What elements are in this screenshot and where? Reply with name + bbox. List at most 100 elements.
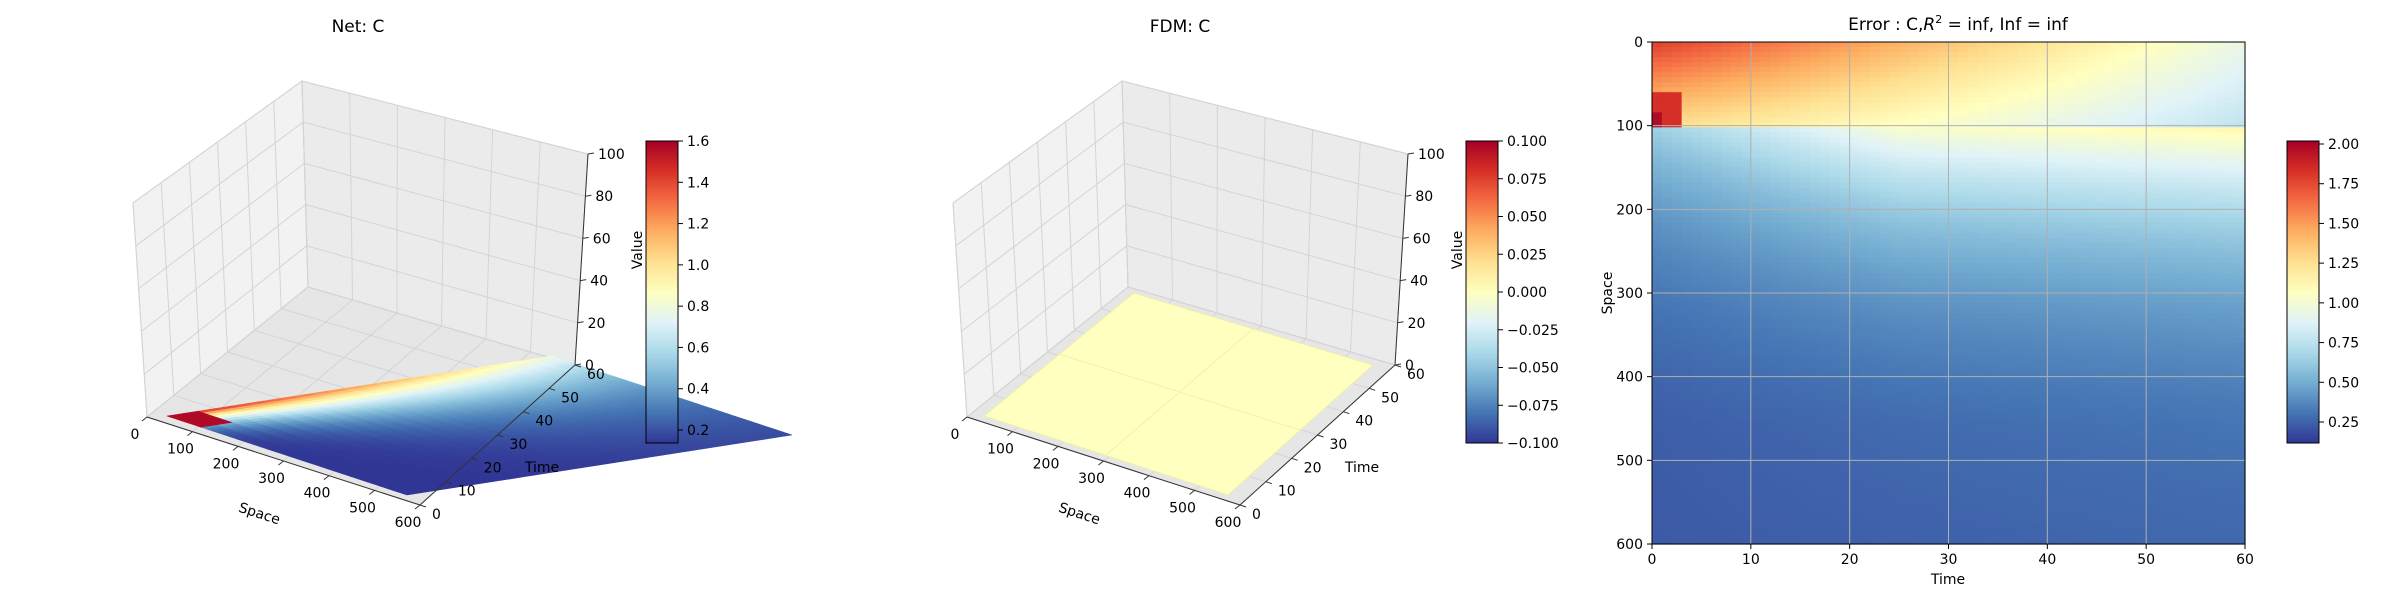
error-heatmap-cell [2195,313,2207,319]
fdm-grid-z [963,245,1398,375]
error-heatmap-cell [1701,52,1712,58]
error-heatmap-cell [1889,303,1900,309]
error-heatmap-cell [2096,338,2108,344]
error-heatmap-cell [2037,222,2048,229]
error-heatmap-cell [2146,172,2157,179]
error-heatmap-cell [1810,287,1821,294]
error-heatmap-cell [1958,217,1969,224]
error-heatmap-cell [1869,82,1880,88]
error-heatmap-cell [2027,72,2039,78]
error-heatmap-cell [1671,127,1683,133]
error-heatmap-cell [2106,277,2118,284]
error-heatmap-cell [1711,313,1722,319]
error-heatmap-cell [2156,72,2167,78]
error-heatmap-cell [1671,237,1683,244]
error-heatmap-cell [2215,192,2226,199]
error-heatmap-cell [1988,237,1999,244]
error-heatmap-cell [1661,42,1673,48]
error-heatmap-cell [2086,142,2098,149]
error-heatmap-cell [1820,162,1831,169]
error-heatmap-cell [1740,147,1752,154]
net-colorbar-ticks: 0.20.40.60.81.01.21.41.6 [678,134,709,439]
error-heatmap-cell [1770,313,1782,319]
net-grid-ywall [188,162,202,374]
error-heatmap-cell [1711,117,1722,123]
error-heatmap-cell [2057,67,2068,73]
error-heatmap-cell [2076,272,2088,279]
error-heatmap-cell [2225,57,2236,63]
error-heatmap-cell [1780,247,1791,254]
error-heatmap-cell [2215,308,2226,314]
error-heatmap-cell [2185,152,2197,159]
error-heatmap-cell [1661,77,1673,83]
error-heatmap-cell [1750,177,1762,184]
error-heatmap-cell [1889,212,1900,219]
error-heatmap-cell [2017,257,2029,264]
net-ytick-mark [445,481,452,485]
fdm-ztick-label: 60 [1413,231,1431,247]
error-heatmap-cell [2175,247,2187,254]
error-heatmap-cell [1997,287,2009,294]
error-heatmap-cell [2076,207,2088,214]
error-heatmap-cell [2096,162,2108,169]
error-heatmap-cell [2057,252,2068,259]
error-heatmap-cell [2067,293,2078,299]
error-heatmap-cell [1988,157,1999,164]
error-heatmap-cell [2165,227,2177,234]
net-ytick-label: 20 [484,460,502,476]
error-heatmap-cell [1770,167,1782,174]
error-heatmap-cell [2146,182,2157,189]
error-heatmap-cell [2017,152,2029,159]
error-heatmap-cell [1731,333,1742,339]
error-heatmap-cell [2195,142,2207,149]
error-heatmap-cell [1661,298,1673,304]
error-heatmap-cell [1740,92,1752,98]
error-heatmap-cell [1820,262,1831,269]
error-heatmap-cell [2057,308,2068,314]
error-heatmap-cell [2037,102,2048,108]
error-heatmap-cell [1859,262,1871,269]
error-heatmap-cell [1711,107,1722,113]
error-heatmap-cell [1997,177,2009,184]
error-heatmap-cell [1780,313,1791,319]
error-heatmap-cell [2106,57,2118,63]
error-heatmap-cell [2205,313,2216,319]
error-heatmap-cell [2195,147,2207,154]
error-heatmap-cell [1968,247,1979,254]
error-heatmap-cell [2106,338,2118,344]
error-heatmap-cell [1938,142,1950,149]
error-heatmap-cell [2007,122,2019,128]
net-ztick-label: 100 [598,147,625,163]
error-heatmap-cell [2017,222,2029,229]
error-title-sup: 2 [1935,13,1942,26]
error-heatmap-cell [1701,62,1712,68]
error-heatmap-cell [2205,62,2216,68]
error-heatmap-cell [1800,182,1811,189]
net-ztick-label: 0 [585,358,594,374]
error-heatmap-cell [2057,282,2068,289]
error-heatmap-cell [1829,217,1841,224]
error-heatmap-cell [2195,262,2207,269]
error-heatmap-cell [2037,257,2048,264]
error-heatmap-cell [1988,112,1999,118]
error-heatmap-cell [1918,308,1930,314]
error-heatmap-cell [2017,282,2029,289]
error-heatmap-cell [1770,122,1782,128]
error-heatmap-cell [1869,117,1880,123]
error-heatmap-cell [1988,102,1999,108]
error-heatmap-cell [1760,72,1772,78]
error-heatmap-cell [1938,127,1950,133]
error-heatmap-cell [1958,338,1969,344]
error-heatmap-cell [2037,338,2048,344]
net-ytick-mark [497,434,504,438]
error-heatmap-cell [2195,117,2207,123]
error-heatmap-cell [1829,87,1841,93]
error-heatmap-cell [2067,92,2078,98]
error-heatmap-cell [1849,272,1861,279]
fdm-colorbar-label: Value [1450,231,1466,269]
error-heatmap-cell [1711,262,1722,269]
error-heatmap-cell [2195,267,2207,274]
error-heatmap-cell [2027,62,2039,68]
error-heatmap-cell [2156,152,2167,159]
error-heatmap-cell [2007,257,2019,264]
